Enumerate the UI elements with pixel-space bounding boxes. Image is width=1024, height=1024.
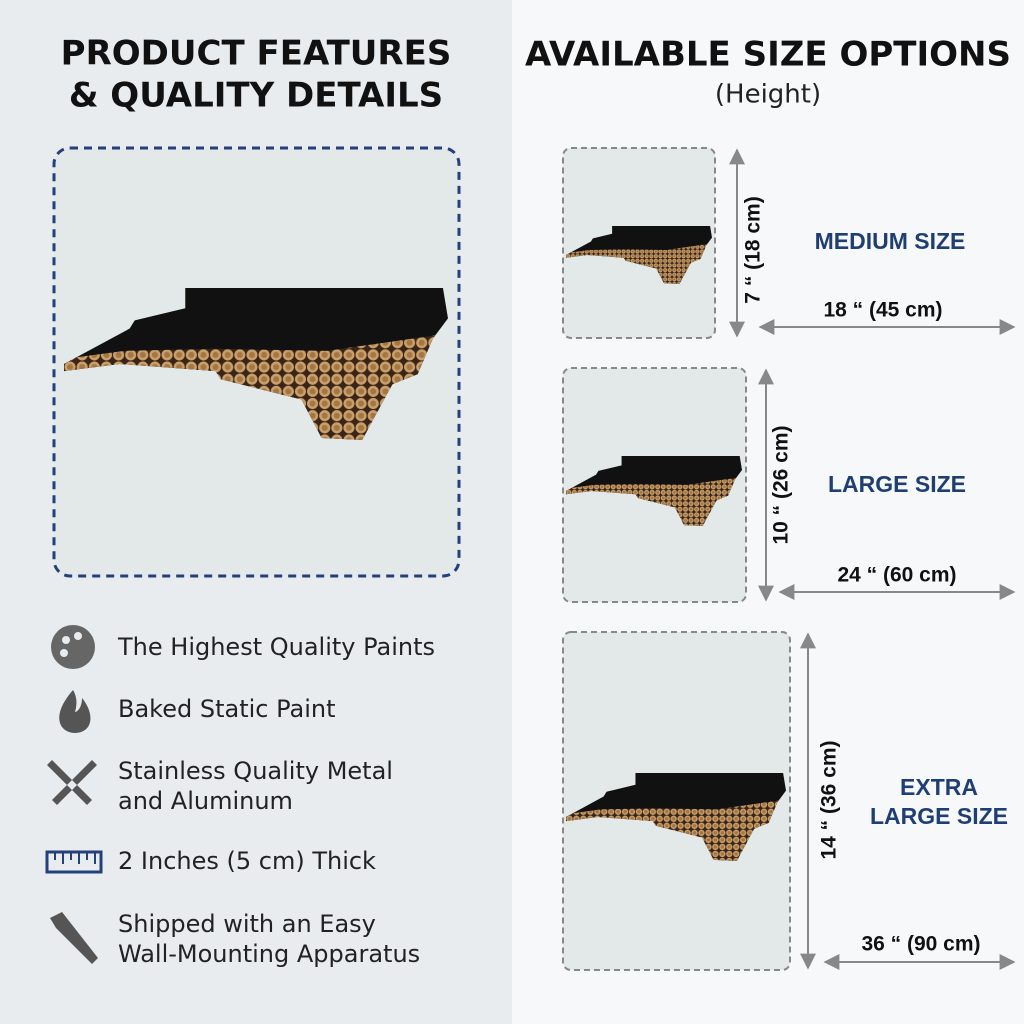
feature-text: Wall-Mounting Apparatus	[118, 940, 420, 968]
width-label: 18 “ (45 cm)	[823, 299, 942, 322]
size-name: MEDIUM SIZE	[815, 228, 966, 254]
left-title: & QUALITY DETAILS	[69, 76, 443, 116]
left-title: PRODUCT FEATURES	[61, 34, 452, 74]
height-label: 7 “ (18 cm)	[742, 196, 765, 303]
height-label: 14 “ (36 cm)	[818, 740, 841, 859]
feature-text: Shipped with an Easy	[118, 910, 376, 938]
height-label: 10 “ (26 cm)	[770, 425, 793, 544]
width-label: 24 “ (60 cm)	[837, 564, 956, 587]
feature-text: The Highest Quality Paints	[117, 633, 435, 661]
size-name: LARGE SIZE	[828, 471, 966, 497]
size-name: LARGE SIZE	[870, 803, 1008, 829]
feature-text: 2 Inches (5 cm) Thick	[118, 847, 376, 875]
feature-text: Baked Static Paint	[118, 695, 336, 723]
right-title: AVAILABLE SIZE OPTIONS	[525, 35, 1011, 75]
feature-text: and Aluminum	[118, 787, 293, 815]
feature-text: Stainless Quality Metal	[118, 757, 393, 785]
size-name: EXTRA	[900, 774, 978, 800]
feature-icons	[45, 625, 103, 964]
right-subtitle: (Height)	[715, 80, 821, 110]
width-label: 36 “ (90 cm)	[861, 933, 980, 956]
